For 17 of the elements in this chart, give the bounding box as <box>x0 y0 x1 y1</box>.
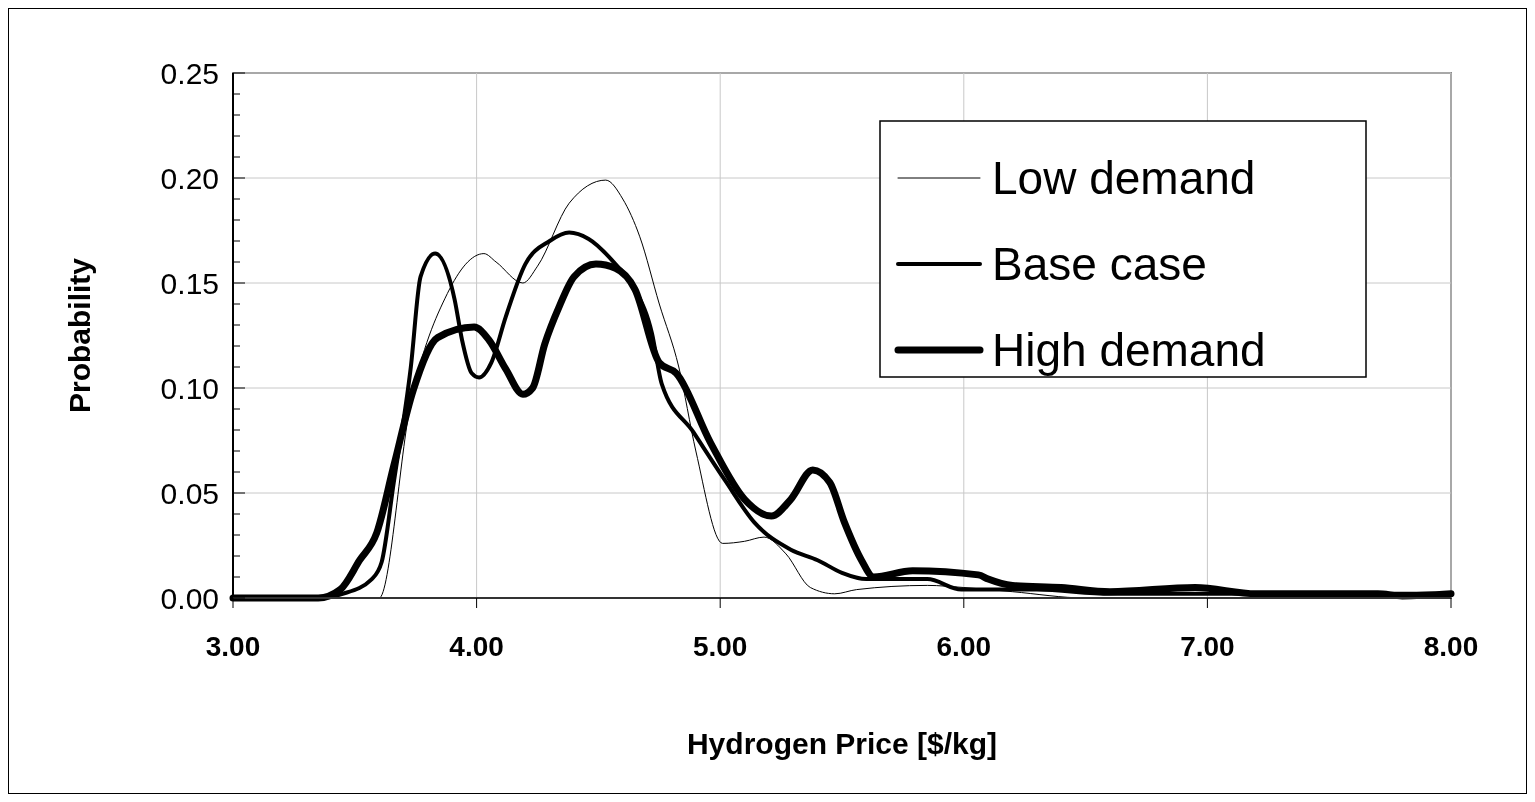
y-tick-label: 0.10 <box>160 371 219 405</box>
y-axis-title: Probability <box>63 257 96 414</box>
x-tick-label: 7.00 <box>1180 631 1235 662</box>
x-tick-label: 5.00 <box>692 631 748 662</box>
y-tick-label: 0.20 <box>160 161 219 195</box>
x-axis-title: Hydrogen Price [$/kg] <box>686 727 998 760</box>
y-tick-label: 0.25 <box>160 56 219 90</box>
legend-label: High demand <box>992 324 1266 377</box>
y-tick-label: 0.00 <box>160 581 219 615</box>
y-tick-label: 0.15 <box>160 266 219 300</box>
x-tick-label: 3.00 <box>205 631 261 662</box>
legend-label: Base case <box>992 238 1207 291</box>
x-tick-label: 8.00 <box>1423 631 1479 662</box>
y-tick-label: 0.05 <box>160 476 219 510</box>
legend-label: Low demand <box>992 152 1256 205</box>
x-tick-label: 4.00 <box>449 631 504 662</box>
x-tick-label: 6.00 <box>936 631 992 662</box>
